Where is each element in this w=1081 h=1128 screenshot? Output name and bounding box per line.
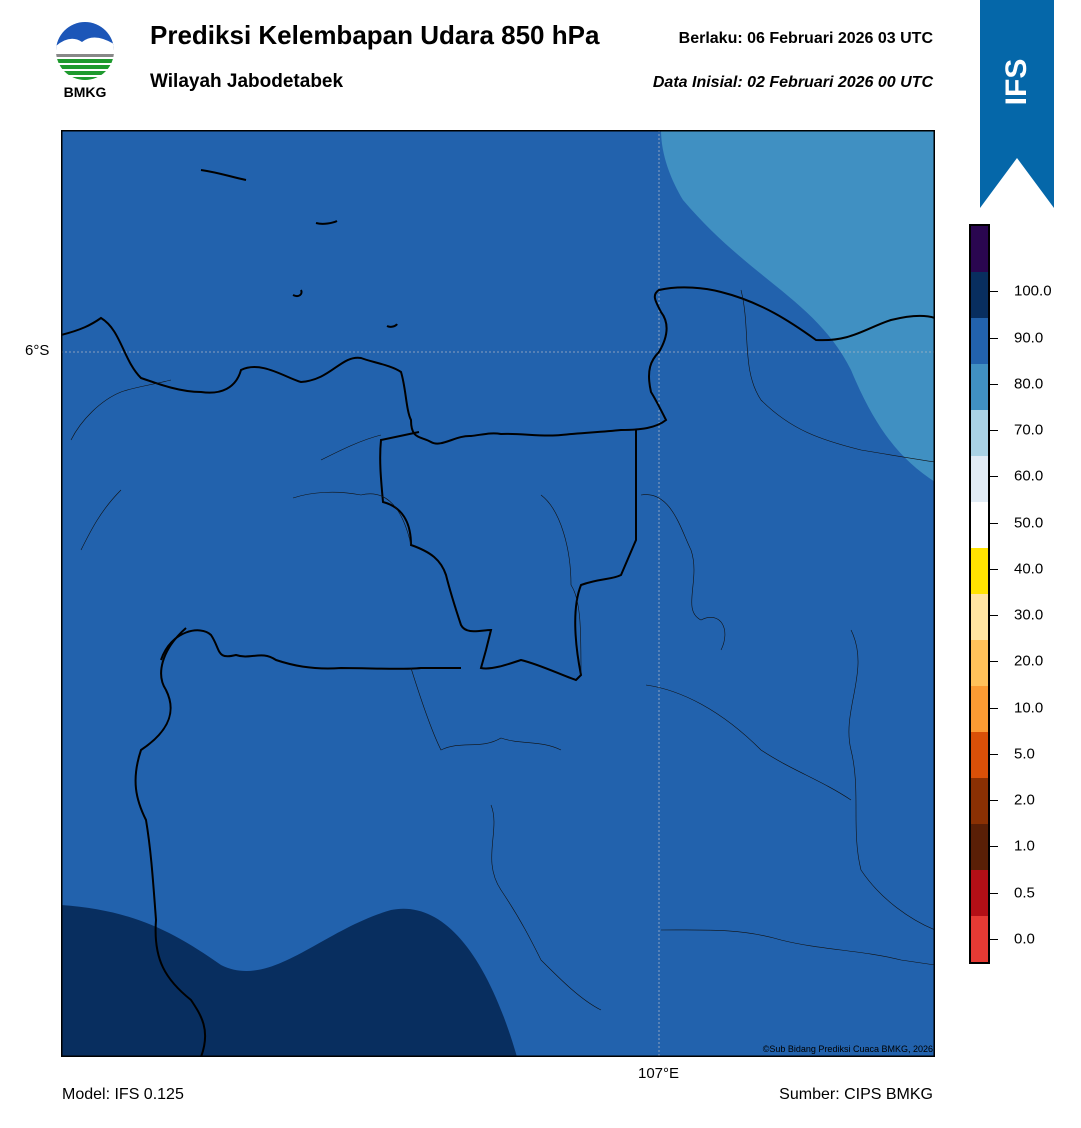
colorbar-segment (971, 272, 988, 318)
colorbar-segment (971, 916, 988, 962)
colorbar-tick (990, 291, 998, 293)
colorbar-tick-label: 0.5 (1014, 884, 1035, 902)
colorbar-tick (990, 615, 998, 617)
source-label: Sumber: CIPS BMKG (779, 1086, 933, 1103)
region-subtitle: Wilayah Jabodetabek (150, 71, 344, 92)
colorbar-tick-label: 70.0 (1014, 421, 1044, 439)
bmkg-logo-icon (56, 22, 114, 80)
colorbar-segment (971, 732, 988, 778)
colorbar-tick-label: 10.0 (1014, 699, 1044, 717)
copyright-text: ©Sub Bidang Prediksi Cuaca BMKG, 2026 (762, 1044, 933, 1054)
colorbar-tick-label: 100.0 (1014, 282, 1052, 300)
rh-70-80-area (661, 130, 935, 482)
ifs-badge-label: IFS (1000, 58, 1033, 106)
colorbar-tick (990, 337, 998, 339)
colorbar-tick-label: 20.0 (1014, 652, 1044, 670)
colorbar-segment (971, 226, 988, 272)
colorbar-segment (971, 456, 988, 502)
colorbar-tick (990, 846, 998, 848)
colorbar-tick-label: 1.0 (1014, 837, 1035, 855)
colorbar-tick (990, 661, 998, 663)
colorbar-segment (971, 824, 988, 870)
colorbar-tick (990, 383, 998, 385)
valid-time: Berlaku: 06 Februari 2026 03 UTC (678, 30, 933, 47)
coastline (61, 169, 935, 445)
colorbar-segment (971, 640, 988, 686)
colorbar-tick-label: 0.0 (1014, 930, 1035, 948)
colorbar-tick (990, 800, 998, 802)
colorbar-segment (971, 686, 988, 732)
map-title: Prediksi Kelembapan Udara 850 hPa (150, 20, 600, 50)
colorbar-segment (971, 778, 988, 824)
rh-90-100-area (61, 905, 517, 1057)
colorbar-ticks: 100.0 90.0 80.0 70.0 60.0 50.0 40.0 30.0 20.0 10.… (990, 224, 1070, 964)
colorbar-tick-label: 60.0 (1014, 467, 1044, 485)
colorbar-segment (971, 364, 988, 410)
init-time: Data Inisial: 02 Februari 2026 00 UTC (652, 74, 933, 91)
colorbar-segment (971, 502, 988, 548)
colorbar-tick (990, 522, 998, 524)
colorbar-tick-label: 90.0 (1014, 329, 1044, 347)
colorbar-tick (990, 476, 998, 478)
colorbar-tick (990, 568, 998, 570)
colorbar-tick-label: 40.0 (1014, 560, 1044, 578)
colorbar-tick (990, 892, 998, 894)
lon-label: 107°E (638, 1065, 680, 1082)
colorbar-tick-label: 50.0 (1014, 514, 1044, 532)
regency-borders (70, 289, 935, 1011)
ifs-badge (980, 0, 1054, 208)
lat-label: 6°S (25, 342, 50, 359)
colorbar-tick-label: 30.0 (1014, 606, 1044, 624)
colorbar-tick (990, 430, 998, 432)
colorbar-tick (990, 707, 998, 709)
colorbar (969, 224, 990, 964)
colorbar-segment (971, 594, 988, 640)
humidity-map[interactable] (61, 130, 935, 1057)
colorbar-segment (971, 548, 988, 594)
colorbar-segment (971, 410, 988, 456)
colorbar-tick-label: 80.0 (1014, 375, 1044, 393)
colorbar-segment (971, 870, 988, 916)
model-label: Model: IFS 0.125 (62, 1086, 184, 1103)
colorbar-segment (971, 318, 988, 364)
bmkg-logo: BMKG (52, 20, 118, 102)
province-borders (134, 430, 637, 1057)
colorbar-tick (990, 938, 998, 940)
colorbar-tick-label: 2.0 (1014, 791, 1035, 809)
colorbar-tick (990, 753, 998, 755)
logo-text: BMKG (63, 84, 107, 100)
colorbar-tick-label: 5.0 (1014, 745, 1035, 763)
